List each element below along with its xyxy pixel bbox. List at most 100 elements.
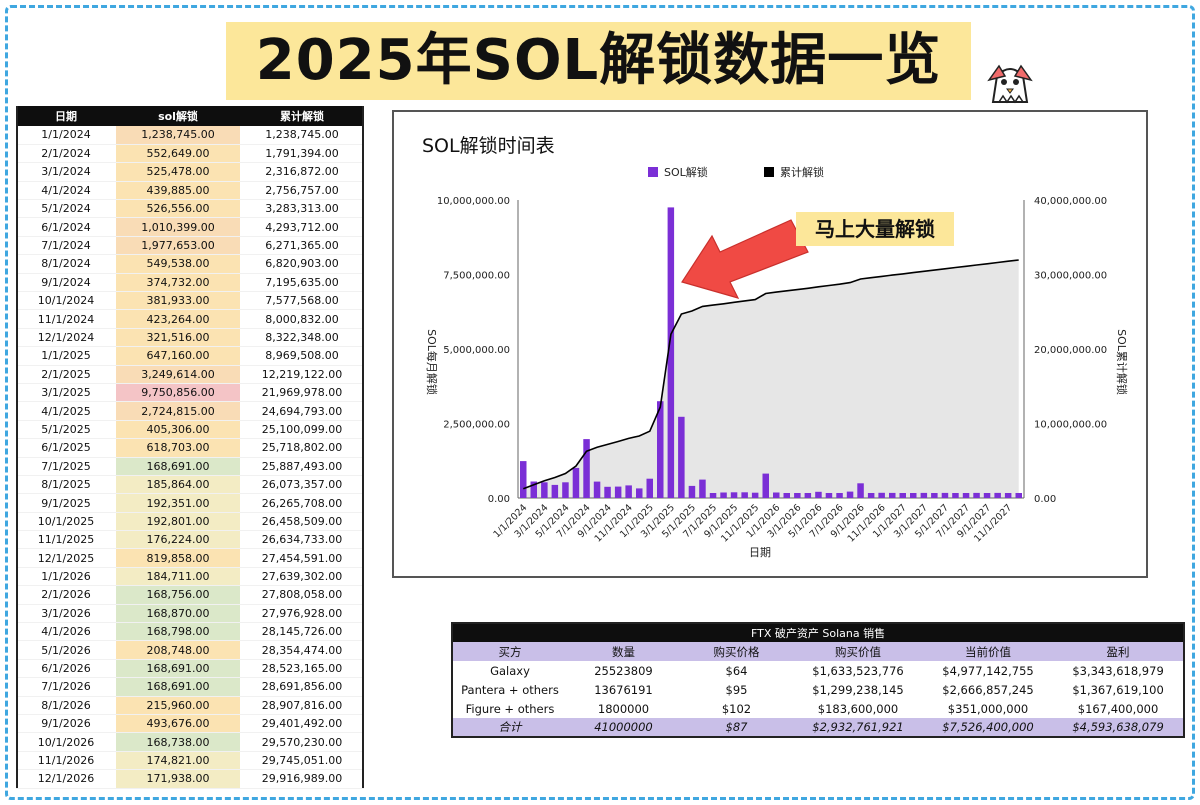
- bar-20: [720, 492, 727, 498]
- y-tick-label: 7,500,000.00: [443, 271, 510, 282]
- date-cell: 8/1/2024: [16, 254, 116, 274]
- date-cell: 12/1/2024: [16, 328, 116, 348]
- date-cell: 1/1/2026: [16, 567, 116, 587]
- chart-annotation: 马上大量解锁: [796, 212, 954, 246]
- unlock-cell: 2,724,815.00: [116, 401, 240, 421]
- date-cell: 3/1/2024: [16, 162, 116, 182]
- table-row: 5/1/2024 526,556.00 3,283,313.00: [16, 199, 364, 219]
- total-cell: $7,526,400,000: [923, 718, 1053, 737]
- unlock-cell: 3,249,614.00: [116, 365, 240, 384]
- bar-4: [551, 484, 559, 498]
- y-tick-label: 5,000,000.00: [443, 345, 510, 356]
- bar-25: [773, 492, 780, 498]
- bar-19: [709, 493, 717, 498]
- y-axis-label: SOL每月解锁: [425, 329, 439, 395]
- bar-21: [730, 492, 738, 498]
- bar-43: [962, 493, 970, 498]
- bar-7: [583, 439, 590, 498]
- table-cell: Figure + others: [465, 701, 555, 716]
- arrow-icon: [681, 219, 809, 299]
- table-row: 2/1/2025 3,249,614.00 12,219,122.00: [16, 365, 364, 384]
- bar-14: [657, 401, 664, 498]
- cumulative-cell: 27,639,302.00: [240, 567, 364, 587]
- date-cell: 11/1/2025: [16, 530, 116, 550]
- unlock-cell: 819,858.00: [116, 548, 240, 568]
- bar-37: [899, 493, 906, 498]
- cumulative-cell: 28,354,474.00: [240, 640, 364, 660]
- total-row: 合计 41000000 $87 $2,932,761,921 $7,526,400,00…: [452, 718, 1185, 737]
- table-row: 4/1/2024 439,885.00 2,756,757.00: [16, 181, 364, 201]
- bar-42: [952, 493, 959, 498]
- table-cell: $167,400,000: [1077, 701, 1159, 716]
- date-cell: 11/1/2026: [16, 751, 116, 771]
- unlock-cell: 168,691.00: [116, 457, 240, 476]
- date-cell: 4/1/2025: [16, 401, 116, 421]
- table-row: 6/1/2026 168,691.00 28,523,165.00: [16, 659, 364, 679]
- bar-28: [804, 493, 812, 498]
- unlock-cell: 171,938.00: [116, 769, 240, 789]
- date-cell: 9/1/2024: [16, 273, 116, 293]
- cumulative-cell: 29,570,230.00: [240, 732, 364, 752]
- unlock-cell: 168,870.00: [116, 604, 240, 624]
- date-cell: 1/1/2024: [16, 126, 116, 145]
- col-header-quantity: 数量: [567, 642, 680, 661]
- unlock-cell: 618,703.00: [116, 438, 240, 458]
- table-row: 3/1/2025 9,750,856.00 21,969,978.00: [16, 383, 364, 403]
- bar-36: [889, 492, 896, 498]
- col-header-price: 购买价格: [680, 642, 793, 661]
- bar-23: [751, 492, 759, 498]
- table-cell: $183,600,000: [817, 701, 899, 716]
- bar-11: [625, 485, 632, 498]
- date-cell: 12/1/2025: [16, 548, 116, 568]
- cumulative-cell: 6,820,903.00: [240, 254, 364, 274]
- cumulative-cell: 25,100,099.00: [240, 420, 364, 440]
- bar-40: [931, 493, 938, 498]
- y2-tick-label: 30,000,000.00: [1034, 271, 1107, 282]
- unlock-chart: SOL解锁时间表 SOL解锁 累计解锁 0.00 2,500,000.00 5,000,0…: [422, 135, 1129, 559]
- table-row: 10/1/2024 381,933.00 7,577,568.00: [16, 291, 364, 311]
- cumulative-cell: 8,969,508.00: [240, 346, 364, 366]
- unlock-cell: 9,750,856.00: [116, 383, 240, 403]
- unlock-cell: 549,538.00: [116, 254, 240, 274]
- table-row: Galaxy 25523809 $64 $1,633,523,776 $4,977,14…: [452, 661, 1184, 680]
- cumulative-cell: 7,577,568.00: [240, 291, 364, 311]
- unlock-cell: 647,160.00: [116, 346, 240, 366]
- bar-6: [572, 467, 580, 498]
- table-cell: $4,977,142,755: [942, 663, 1034, 678]
- col-header-profit: 盈利: [1053, 642, 1185, 661]
- bar-5: [562, 482, 569, 498]
- date-cell: 5/1/2024: [16, 199, 116, 219]
- table-row: 9/1/2026 493,676.00 29,401,492.00: [16, 714, 364, 734]
- date-cell: 2/1/2026: [16, 585, 116, 605]
- unlock-cell: 405,306.00: [116, 420, 240, 440]
- legend-swatch-cumulative: [764, 167, 774, 177]
- cumulative-line: [523, 259, 1019, 490]
- y-tick-label: 0.00: [488, 494, 510, 505]
- unlock-cell: 439,885.00: [116, 181, 240, 201]
- page-title: 2025年SOL解锁数据一览: [255, 28, 942, 93]
- table-row: Pantera + others 13676191 $95 $1,299,238,14…: [452, 680, 1184, 699]
- cumulative-cell: 26,073,357.00: [240, 475, 364, 495]
- table-cell: $95: [725, 682, 748, 697]
- bar-26: [783, 493, 790, 498]
- bar-2: [530, 481, 537, 498]
- table-row: 1/1/2024 1,238,745.00 1,238,745.00: [16, 126, 364, 145]
- unlock-cell: 1,977,653.00: [116, 236, 240, 256]
- unlock-cell: 552,649.00: [116, 144, 240, 164]
- y-tick-label: 2,500,000.00: [443, 420, 510, 431]
- cumulative-cell: 24,694,793.00: [240, 401, 364, 421]
- table-cell: $1,299,238,145: [812, 682, 904, 697]
- table-header-row: 日期 sol解锁 累计解锁: [16, 106, 364, 126]
- unlock-cell: 168,691.00: [116, 659, 240, 679]
- unlock-cell: 208,748.00: [116, 640, 240, 660]
- table-row: 10/1/2026 168,738.00 29,570,230.00: [16, 732, 364, 752]
- date-cell: 6/1/2025: [16, 438, 116, 458]
- table-cell: Pantera + others: [461, 682, 559, 697]
- unlock-cell: 526,556.00: [116, 199, 240, 219]
- table-row: 6/1/2025 618,703.00 25,718,802.00: [16, 438, 364, 458]
- date-cell: 5/1/2026: [16, 640, 116, 660]
- date-cell: 4/1/2024: [16, 181, 116, 201]
- cumulative-cell: 1,791,394.00: [240, 144, 364, 164]
- table-cell: $351,000,000: [947, 701, 1029, 716]
- cumulative-cell: 25,718,802.00: [240, 438, 364, 458]
